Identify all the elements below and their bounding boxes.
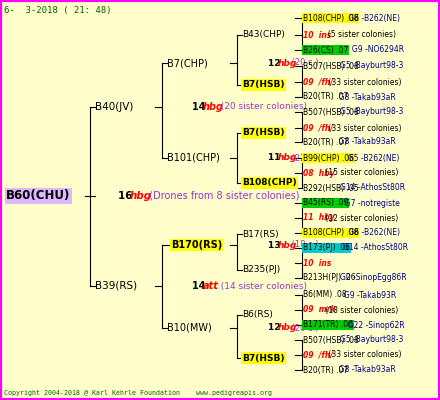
Text: hbg: hbg: [130, 191, 152, 201]
Text: B507(HSB) .08: B507(HSB) .08: [303, 62, 359, 70]
Text: G6 -B262(NE): G6 -B262(NE): [346, 228, 400, 238]
Text: 14: 14: [192, 102, 209, 112]
Text: G14 -AthosSt80R: G14 -AthosSt80R: [343, 244, 408, 252]
Text: B292(HSB) .05: B292(HSB) .05: [303, 184, 359, 192]
Text: B7(HSB): B7(HSB): [242, 80, 285, 90]
Text: B6(MM) .08: B6(MM) .08: [303, 290, 347, 300]
Text: hbg: hbg: [278, 324, 297, 332]
Text: B60(CHU): B60(CHU): [6, 190, 70, 202]
Text: B45(RS) .09: B45(RS) .09: [303, 198, 348, 208]
Text: B6(RS): B6(RS): [242, 310, 273, 320]
Text: B507(HSB) .08: B507(HSB) .08: [303, 108, 359, 116]
Text: G5 -Bayburt98-3: G5 -Bayburt98-3: [340, 336, 403, 344]
Text: B17(RS): B17(RS): [242, 230, 279, 238]
Text: G5 -Bayburt98-3: G5 -Bayburt98-3: [340, 62, 403, 70]
Text: B108(CHP) .08: B108(CHP) .08: [303, 228, 359, 238]
Text: G8 -Takab93aR: G8 -Takab93aR: [334, 138, 396, 146]
Text: 09  /fh/: 09 /fh/: [303, 78, 333, 86]
Text: (18 c.): (18 c.): [289, 240, 319, 250]
Text: B235(PJ): B235(PJ): [242, 266, 280, 274]
Text: B43(CHP): B43(CHP): [242, 30, 285, 40]
Text: 11  hby: 11 hby: [303, 214, 335, 222]
Text: B20(TR) .07: B20(TR) .07: [303, 366, 348, 374]
Text: (14 sister colonies): (14 sister colonies): [215, 282, 307, 290]
Text: 12: 12: [268, 58, 284, 68]
Text: B108(CHP): B108(CHP): [242, 178, 297, 188]
Text: 10  ins: 10 ins: [303, 258, 331, 268]
Text: (15 sister colonies): (15 sister colonies): [323, 168, 398, 178]
Text: B170(RS): B170(RS): [171, 240, 222, 250]
Text: G8 -Takab93aR: G8 -Takab93aR: [334, 366, 396, 374]
Text: (Drones from 8 sister colonies): (Drones from 8 sister colonies): [143, 191, 299, 201]
Text: hbg: hbg: [203, 102, 224, 112]
Text: B173(PJ) .06: B173(PJ) .06: [303, 244, 350, 252]
Text: (5 sister colonies): (5 sister colonies): [323, 30, 396, 40]
Text: B101(CHP): B101(CHP): [167, 153, 220, 163]
Text: B7(CHP): B7(CHP): [167, 58, 208, 68]
Text: (33 sister colonies): (33 sister colonies): [326, 124, 401, 132]
Text: 6-  3-2018 ( 21: 48): 6- 3-2018 ( 21: 48): [4, 6, 111, 15]
Text: (33 sister colonies): (33 sister colonies): [326, 78, 401, 86]
Text: 11: 11: [268, 154, 284, 162]
Text: (20 c.): (20 c.): [289, 324, 319, 332]
Text: B507(HSB) .08: B507(HSB) .08: [303, 336, 359, 344]
Text: G6 -B262(NE): G6 -B262(NE): [346, 14, 400, 22]
Text: Copyright 2004-2018 @ Karl Kehrle Foundation    www.pedigreapis.org: Copyright 2004-2018 @ Karl Kehrle Founda…: [4, 390, 272, 396]
Text: B171(TR) .06: B171(TR) .06: [303, 320, 353, 330]
Text: B7(HSB): B7(HSB): [242, 354, 285, 362]
Text: hbg: hbg: [278, 240, 297, 250]
Text: B99(CHP) .06: B99(CHP) .06: [303, 154, 354, 162]
Text: B40(JV): B40(JV): [95, 102, 133, 112]
Text: 14: 14: [192, 281, 209, 291]
Text: G9 -NO6294R: G9 -NO6294R: [341, 46, 405, 54]
Text: 16: 16: [118, 191, 136, 201]
Text: B10(MW): B10(MW): [167, 323, 212, 333]
Text: G8 -Takab93aR: G8 -Takab93aR: [334, 92, 396, 102]
Text: 09  /fh/: 09 /fh/: [303, 350, 333, 360]
Text: hbg: hbg: [278, 58, 297, 68]
Text: 12: 12: [268, 324, 284, 332]
Text: G9 -Takab93R: G9 -Takab93R: [332, 290, 396, 300]
Text: (22 sister colonies): (22 sister colonies): [323, 214, 398, 222]
Text: G5 -Bayburt98-3: G5 -Bayburt98-3: [340, 108, 403, 116]
Text: G2 -SinopEgg86R: G2 -SinopEgg86R: [340, 274, 407, 282]
Text: (18 sister colonies): (18 sister colonies): [323, 306, 398, 314]
Text: G14 -AthosSt80R: G14 -AthosSt80R: [340, 184, 405, 192]
Text: 09  mrk: 09 mrk: [303, 306, 336, 314]
Text: G5 -B262(NE): G5 -B262(NE): [343, 154, 400, 162]
Text: (20 sister colonies): (20 sister colonies): [215, 102, 307, 112]
Text: (33 sister colonies): (33 sister colonies): [326, 350, 401, 360]
Text: G7 -notregiste: G7 -notregiste: [341, 198, 400, 208]
Text: B39(RS): B39(RS): [95, 281, 137, 291]
Text: B26(CS) .07: B26(CS) .07: [303, 46, 348, 54]
Text: 10  ins: 10 ins: [303, 30, 331, 40]
Text: B7(HSB): B7(HSB): [242, 128, 285, 138]
Text: 08  hby: 08 hby: [303, 168, 335, 178]
Text: hbg: hbg: [278, 154, 297, 162]
Text: 09  /fh/: 09 /fh/: [303, 124, 333, 132]
Text: (20 c.): (20 c.): [289, 58, 319, 68]
Text: B20(TR) .07: B20(TR) .07: [303, 92, 348, 102]
Text: B213H(PJ) .06: B213H(PJ) .06: [303, 274, 356, 282]
Text: (22 c.): (22 c.): [289, 154, 319, 162]
Text: B108(CHP) .08: B108(CHP) .08: [303, 14, 359, 22]
Text: B20(TR) .07: B20(TR) .07: [303, 138, 348, 146]
Text: G22 -Sinop62R: G22 -Sinop62R: [343, 320, 405, 330]
Text: 13: 13: [268, 240, 284, 250]
Text: att: att: [203, 281, 219, 291]
